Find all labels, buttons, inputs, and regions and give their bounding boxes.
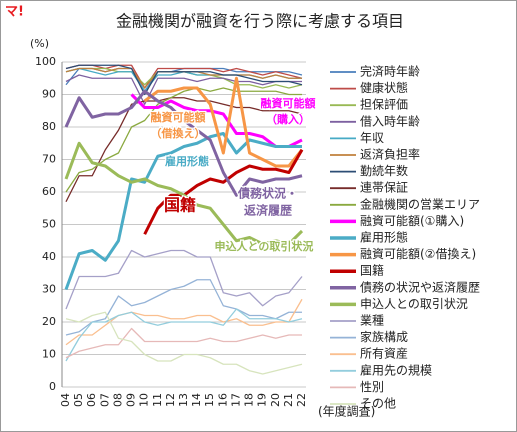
legend-label: 業種 xyxy=(360,314,384,328)
y-tick-label: 60 xyxy=(42,185,56,198)
x-tick-label: 17 xyxy=(229,393,242,407)
legend-label: 債務の状況や返済履歴 xyxy=(360,279,480,294)
series-line xyxy=(65,87,302,193)
y-tick-label: 30 xyxy=(42,283,56,296)
annotation: 融資可能額 xyxy=(151,110,206,124)
x-tick-label: 09 xyxy=(125,393,138,407)
y-unit: (%) xyxy=(30,37,49,50)
annotation: （借換え） xyxy=(151,126,206,140)
series-line xyxy=(65,308,303,362)
y-tick-label: 10 xyxy=(42,348,56,361)
x-tick-label: 11 xyxy=(151,393,164,407)
y-tick-label: 100 xyxy=(35,55,56,68)
annotation: 債務状況・ xyxy=(237,186,298,201)
legend-label: 連帯保証 xyxy=(360,181,408,195)
x-tick-label: 04 xyxy=(59,393,72,407)
annotation: （購入） xyxy=(266,112,310,126)
legend-label: 年収 xyxy=(360,131,384,145)
series-line xyxy=(65,279,302,336)
y-tick-label: 70 xyxy=(42,153,56,166)
annotation: 雇用形態 xyxy=(165,154,209,168)
x-unit: (年度調査) xyxy=(318,404,375,419)
series-line xyxy=(143,76,304,168)
x-tick-label: 20 xyxy=(269,393,282,407)
series-line xyxy=(65,249,303,310)
x-tick-label: 15 xyxy=(203,393,216,407)
y-tick-label: 80 xyxy=(42,120,56,133)
legend-label: 健康状態 xyxy=(360,80,408,95)
legend-label: 返済負担率 xyxy=(360,147,420,162)
series-line xyxy=(65,327,302,359)
series-line xyxy=(64,89,303,197)
x-tick-label: 19 xyxy=(256,393,269,407)
y-tick-label: 90 xyxy=(42,88,56,101)
series-line xyxy=(65,74,302,105)
x-tick-label: 18 xyxy=(243,393,256,407)
x-tick-label: 07 xyxy=(98,393,111,407)
legend-label: 雇用先の規模 xyxy=(360,362,432,377)
x-tick-label: 22 xyxy=(295,393,308,407)
x-tick-label: 10 xyxy=(138,393,151,407)
legend-label: 性別 xyxy=(360,380,384,394)
legend-label: 申込人との取引状況 xyxy=(360,296,468,311)
legend-label: 融資可能額(①購入) xyxy=(360,214,464,228)
series-line xyxy=(64,141,304,246)
series-line xyxy=(65,97,303,203)
chart-title: 金融機関が融資を行う際に考慮する項目 xyxy=(116,12,404,31)
annotation: 申込人との取引状況 xyxy=(215,239,314,253)
y-tick-label: 40 xyxy=(42,250,56,263)
legend-label: 借入時年齢 xyxy=(360,113,420,128)
legend-label: その他 xyxy=(360,397,396,411)
legend-label: 融資可能額(②借換え) xyxy=(360,247,476,261)
x-tick-label: 13 xyxy=(177,393,190,407)
legend-label: 雇用形態 xyxy=(360,230,408,245)
x-tick-label: 12 xyxy=(164,393,177,407)
series-line xyxy=(65,64,303,96)
annotation: 国籍 xyxy=(164,196,196,215)
legend-label: 勤続年数 xyxy=(360,163,408,178)
annotation: 融資可能額 xyxy=(261,96,316,110)
series-line xyxy=(64,132,302,291)
series-line xyxy=(65,298,303,346)
y-tick-label: 50 xyxy=(42,218,56,231)
x-tick-label: 16 xyxy=(216,393,229,407)
legend-label: 家族構成 xyxy=(360,329,408,344)
series-line xyxy=(143,149,304,235)
x-tick-label: 21 xyxy=(282,393,295,407)
series-line xyxy=(65,311,303,375)
legend-label: 国籍 xyxy=(360,263,384,278)
y-tick-label: 20 xyxy=(42,315,56,328)
legend-label: 担保評価 xyxy=(360,97,408,112)
y-tick-label: 0 xyxy=(49,380,56,393)
logo: マ! xyxy=(5,5,24,20)
legend-label: 金融機関の営業エリア xyxy=(360,196,480,211)
x-tick-label: 05 xyxy=(72,393,85,407)
annotation: 返済履歴 xyxy=(244,203,292,218)
x-tick-label: 14 xyxy=(190,393,203,407)
x-tick-label: 08 xyxy=(111,393,124,407)
legend-label: 所有資産 xyxy=(360,346,408,361)
x-tick-label: 06 xyxy=(85,393,98,407)
legend-label: 完済時年齢 xyxy=(360,64,420,79)
